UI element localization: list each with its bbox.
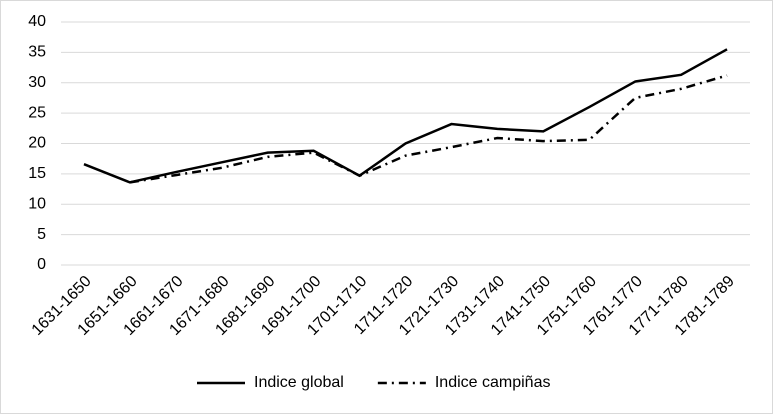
y-tick-label: 0 — [37, 256, 46, 273]
y-tick-label: 35 — [28, 44, 46, 61]
legend-label: Indice campiñas — [435, 374, 551, 391]
y-tick-label: 20 — [28, 135, 46, 152]
y-tick-label: 5 — [37, 226, 46, 243]
y-tick-label: 25 — [28, 104, 46, 121]
legend-label: Indice global — [254, 374, 344, 391]
y-tick-label: 40 — [28, 13, 46, 30]
y-tick-label: 10 — [28, 195, 46, 212]
line-series — [83, 48, 728, 184]
line-series — [129, 74, 728, 184]
y-tick-label: 15 — [28, 165, 46, 182]
y-tick-label: 30 — [28, 74, 46, 91]
